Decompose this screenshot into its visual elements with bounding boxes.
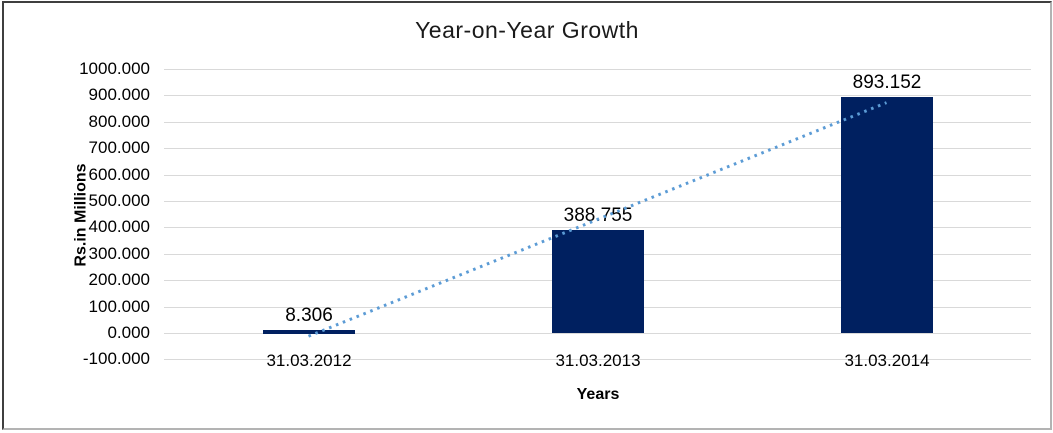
y-tick-label: 800.000 <box>88 112 150 131</box>
bar <box>263 330 355 334</box>
x-axis-title: Years <box>576 386 620 403</box>
category-label: 31.03.2014 <box>844 351 930 370</box>
y-tick-label: 900.000 <box>88 85 150 104</box>
chart-title: Year-on-Year Growth <box>415 17 639 43</box>
y-tick-label: -100.000 <box>82 349 150 368</box>
y-tick-label: 600.000 <box>88 165 150 184</box>
bar-value-label: 8.306 <box>285 305 333 326</box>
y-tick-label: 300.000 <box>88 244 150 263</box>
bar-value-label: 893.152 <box>852 72 922 93</box>
y-tick-label: 400.000 <box>88 217 150 236</box>
y-tick-label: 200.000 <box>88 270 150 289</box>
bar <box>841 97 933 333</box>
gridline <box>164 69 1031 70</box>
gridline <box>164 95 1031 96</box>
category-label: 31.03.2012 <box>266 351 352 370</box>
y-tick-label: 1000.000 <box>79 59 150 78</box>
gridline <box>164 359 1031 360</box>
category-label: 31.03.2013 <box>555 351 641 370</box>
y-tick-label: 700.000 <box>88 138 150 157</box>
y-tick-label: 100.000 <box>88 297 150 316</box>
bar-value-label: 388.755 <box>563 205 633 226</box>
y-tick-label: 0.000 <box>107 323 150 342</box>
y-tick-label: 500.000 <box>88 191 150 210</box>
bar <box>552 230 644 333</box>
